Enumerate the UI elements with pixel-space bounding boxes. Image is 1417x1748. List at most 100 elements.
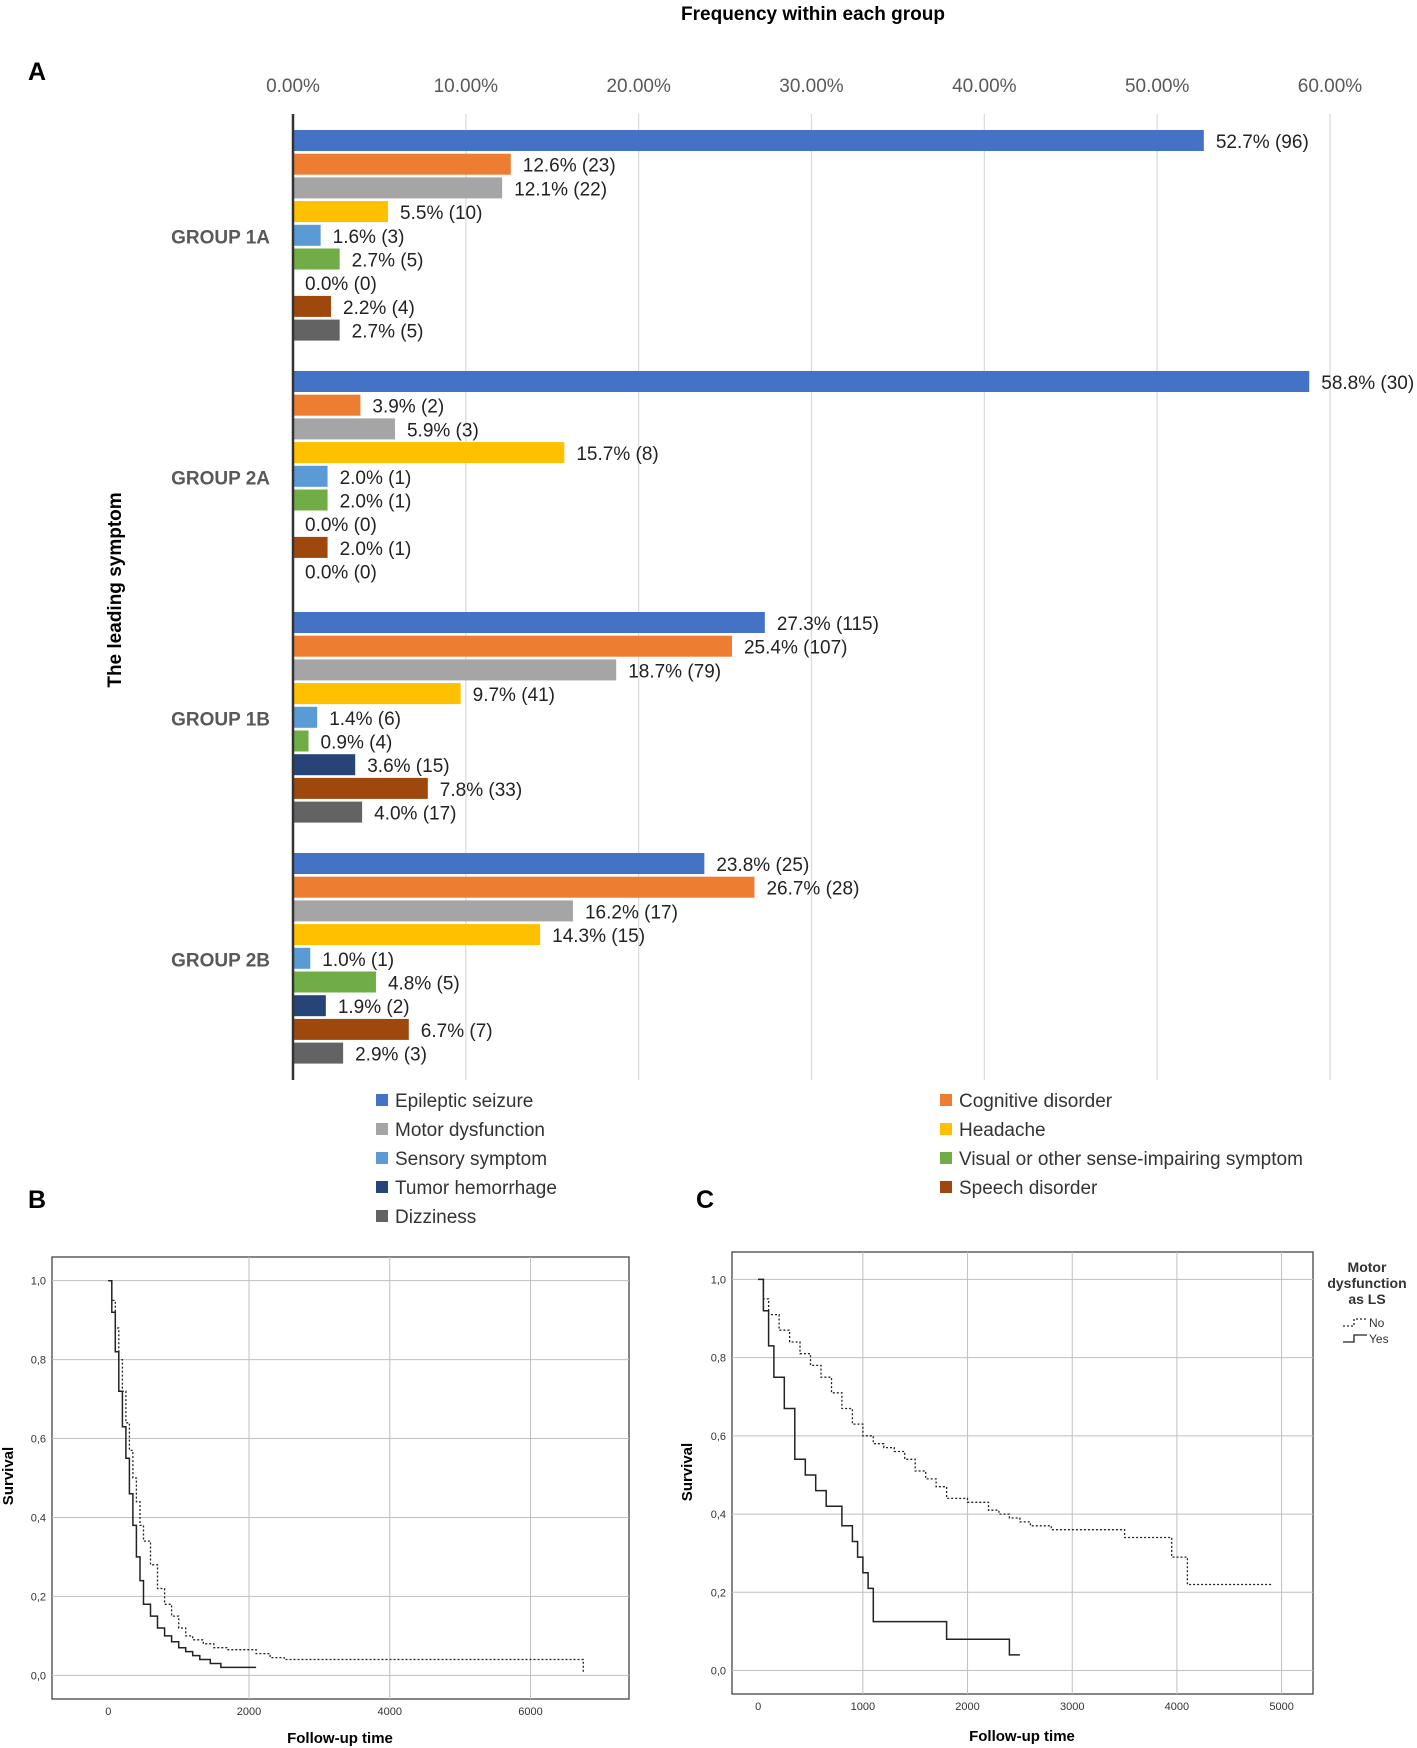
legend-label: Visual or other sense-impairing symptom bbox=[959, 1149, 1303, 1170]
legend-label: Headache bbox=[959, 1120, 1046, 1141]
panel-label-b: B bbox=[28, 1186, 46, 1214]
bar bbox=[293, 801, 363, 823]
bar-data-label: 58.8% (30) bbox=[1321, 373, 1414, 394]
y-tick-label: 0,6 bbox=[711, 1431, 726, 1443]
bar-data-label: 15.7% (8) bbox=[576, 444, 658, 465]
chart-c-plot: 0,0 0,2 0,4 0,6 0,8 1,0 0 1000 2000 3000 4000 5000 bbox=[711, 1251, 1314, 1713]
chart-b-y-axis-label: Survival bbox=[0, 1447, 17, 1505]
bar-data-label: 12.1% (22) bbox=[514, 179, 607, 200]
category-label: GROUP 1A bbox=[171, 228, 270, 249]
legend-label: Sensory symptom bbox=[395, 1149, 547, 1170]
y-tick-label: 0,2 bbox=[711, 1587, 726, 1599]
bar bbox=[293, 706, 318, 728]
bar-data-label: 0.0% (0) bbox=[305, 515, 377, 536]
category-label: GROUP 2A bbox=[171, 469, 270, 490]
survival-curve-dotted bbox=[108, 1280, 584, 1674]
bar-data-label: 3.6% (15) bbox=[367, 756, 449, 777]
bar bbox=[293, 754, 356, 776]
bar-data-label: 5.9% (3) bbox=[407, 420, 479, 441]
legend-swatch bbox=[940, 1181, 952, 1193]
x-tick-label: 2000 bbox=[237, 1706, 261, 1718]
chart-a-title: Frequency within each group bbox=[681, 4, 945, 25]
legend-swatch bbox=[940, 1123, 952, 1135]
y-tick-label: 0,8 bbox=[31, 1355, 46, 1367]
x-tick-label: 50.00% bbox=[1125, 76, 1190, 97]
bar-data-label: 27.3% (115) bbox=[777, 614, 879, 635]
chart-b-x-axis-label: Follow-up time bbox=[287, 1730, 393, 1747]
chart-c-x-axis-label: Follow-up time bbox=[969, 1728, 1075, 1745]
bar-data-label: 3.9% (2) bbox=[372, 397, 444, 418]
bar-data-label: 1.6% (3) bbox=[333, 227, 405, 248]
bar-data-label: 26.7% (28) bbox=[766, 879, 859, 900]
bar bbox=[293, 153, 511, 175]
bar bbox=[293, 1018, 409, 1040]
bar bbox=[293, 177, 503, 199]
legend-label: Speech disorder bbox=[959, 1178, 1098, 1199]
x-tick-label: 0 bbox=[755, 1701, 761, 1713]
bar bbox=[293, 295, 332, 317]
bar-data-label: 12.6% (23) bbox=[523, 156, 616, 177]
legend-swatch bbox=[376, 1123, 388, 1135]
bar bbox=[293, 635, 732, 657]
chart-a-bars: 52.7% (96) 12.6% (23)12.1% (22) 5.5% (10) 1… bbox=[293, 130, 1414, 1066]
legend-line bbox=[1343, 1318, 1367, 1327]
category-label: GROUP 2B bbox=[171, 951, 270, 972]
y-tick-label: 0,4 bbox=[31, 1512, 46, 1524]
bar-data-label: 2.0% (1) bbox=[340, 492, 412, 513]
bar bbox=[293, 924, 541, 946]
y-tick-label: 1,0 bbox=[711, 1274, 726, 1286]
bar bbox=[293, 900, 573, 922]
chart-c-y-axis-label: Survival bbox=[679, 1443, 696, 1501]
bar-data-label: 25.4% (107) bbox=[744, 638, 848, 659]
bar-data-label: 6.7% (7) bbox=[421, 1021, 493, 1042]
bar bbox=[293, 418, 395, 440]
x-tick-label: 0.00% bbox=[266, 76, 320, 97]
bar bbox=[293, 248, 340, 270]
bar bbox=[293, 394, 361, 416]
x-tick-label: 0 bbox=[105, 1706, 111, 1718]
y-tick-label: 0,0 bbox=[31, 1670, 46, 1682]
bar-data-label: 1.0% (1) bbox=[322, 950, 394, 971]
legend-swatch bbox=[940, 1094, 952, 1106]
panel-label-c: C bbox=[696, 1186, 714, 1214]
bar bbox=[293, 489, 328, 511]
legend-swatch bbox=[376, 1210, 388, 1222]
bar-data-label: 16.2% (17) bbox=[585, 902, 678, 923]
bar-data-label: 0.0% (0) bbox=[305, 563, 377, 584]
bar bbox=[293, 659, 617, 681]
chart-b-plot: 0,0 0,2 0,4 0,6 0,8 1,0 0 2000 4000 6000 bbox=[31, 1256, 630, 1718]
category-label: GROUP 1B bbox=[171, 710, 270, 731]
bar bbox=[293, 319, 340, 341]
x-tick-label: 40.00% bbox=[952, 76, 1017, 97]
x-tick-label: 30.00% bbox=[779, 76, 844, 97]
plot-frame bbox=[731, 1251, 1314, 1695]
bar-data-label: 1.9% (2) bbox=[338, 997, 410, 1018]
bar-data-label: 2.0% (1) bbox=[340, 539, 412, 560]
chart-a-y-axis-label: The leading symptom bbox=[105, 492, 126, 687]
y-tick-label: 0,8 bbox=[711, 1353, 726, 1365]
panel-label-a: A bbox=[28, 58, 46, 86]
bar bbox=[293, 371, 1310, 392]
x-tick-label: 5000 bbox=[1269, 1701, 1293, 1713]
bar-data-label: 5.5% (10) bbox=[400, 203, 482, 224]
legend-title-line: dysfunction bbox=[1327, 1275, 1406, 1291]
survival-curve-Yes bbox=[758, 1278, 1020, 1656]
legend-label: Dizziness bbox=[395, 1207, 476, 1228]
x-tick-label: 10.00% bbox=[434, 76, 499, 97]
bar bbox=[293, 442, 565, 464]
bar-data-label: 4.8% (5) bbox=[388, 974, 460, 995]
chart-a-category-labels: GROUP 1A GROUP 2A GROUP 1B GROUP 2B bbox=[171, 228, 270, 972]
bar bbox=[293, 777, 428, 799]
bar-data-label: 7.8% (33) bbox=[440, 780, 522, 801]
survival-curve-solid bbox=[108, 1279, 257, 1669]
y-tick-label: 0,2 bbox=[31, 1591, 46, 1603]
legend-label: Cognitive disorder bbox=[959, 1091, 1113, 1112]
plot-frame bbox=[51, 1256, 630, 1700]
bar-data-label: 2.9% (3) bbox=[355, 1045, 427, 1066]
legend-label: No bbox=[1369, 1316, 1385, 1330]
bar-data-label: 14.3% (15) bbox=[552, 926, 645, 947]
bar bbox=[293, 1042, 344, 1064]
bar bbox=[293, 730, 309, 752]
